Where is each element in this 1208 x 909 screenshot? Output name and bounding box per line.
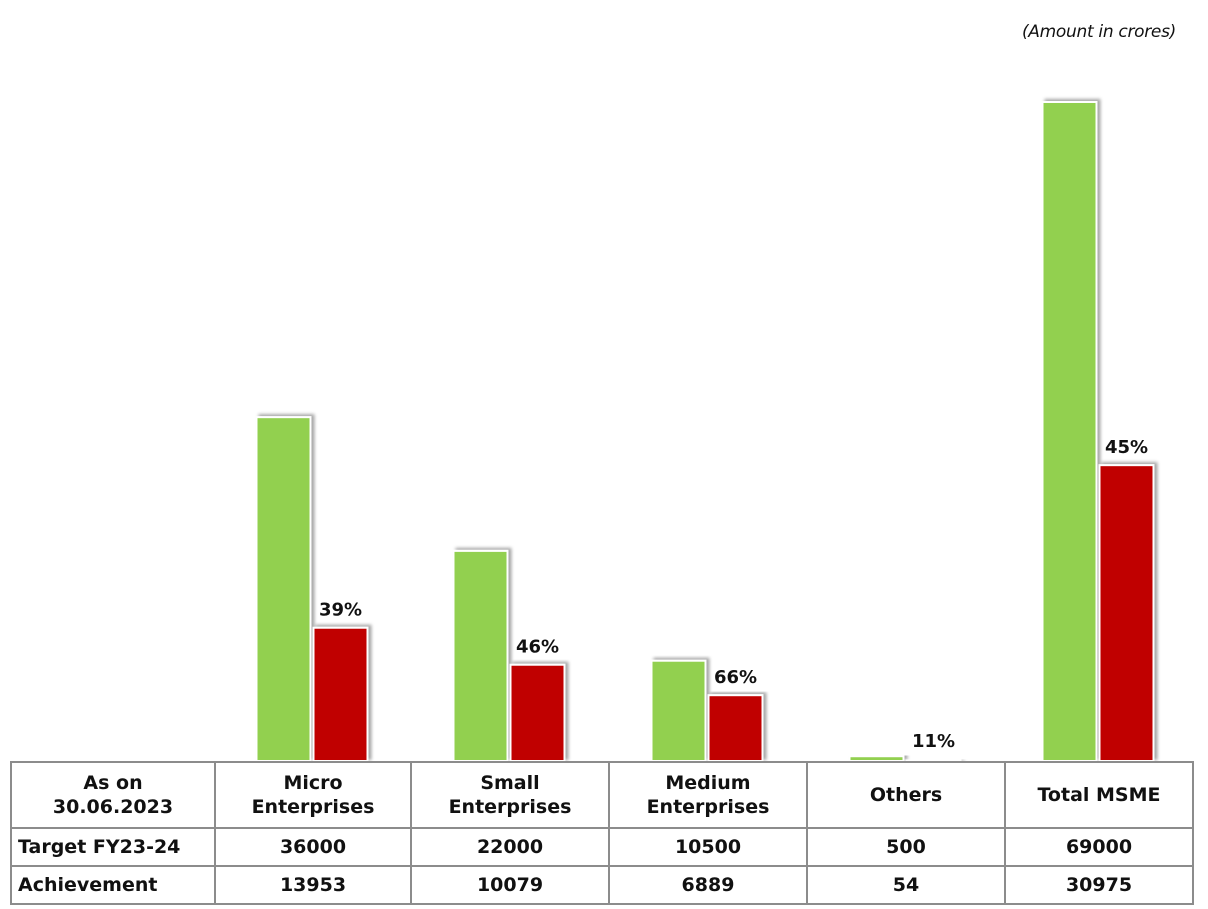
pct-label-others: 11%	[912, 731, 955, 752]
table-cell: 36000	[214, 827, 412, 867]
pct-labels-layer: 39% 46% 66% 11% 45%	[319, 437, 1148, 752]
table-row: Target FY23-24 36000 22000 10500 500 690…	[10, 827, 1194, 867]
table-cell: 69000	[1004, 827, 1194, 867]
table-cell: 10079	[410, 865, 610, 905]
bar-target-fy23-24-total-msme	[1041, 101, 1098, 762]
table-row: Achievement 13953 10079 6889 54 30975	[10, 865, 1194, 905]
bar-achievement-micro-enterprises	[312, 626, 369, 763]
pct-label-medium-enterprises: 66%	[714, 667, 757, 688]
table-cell: 13953	[214, 865, 412, 905]
pct-label-micro-enterprises: 39%	[319, 600, 362, 621]
bar-target-fy23-24-small-enterprises	[452, 549, 509, 762]
table-corner-cell: As on 30.06.2023	[10, 761, 216, 829]
column-header-micro: Micro Enterprises	[214, 761, 412, 829]
row-label-achievement: Achievement	[10, 865, 216, 905]
column-header-others: Others	[806, 761, 1006, 829]
table-cell: 54	[806, 865, 1006, 905]
column-header-total: Total MSME	[1004, 761, 1194, 829]
bar-achievement-small-enterprises	[509, 663, 566, 762]
table-cell: 22000	[410, 827, 610, 867]
bar-target-fy23-24-others	[848, 755, 905, 762]
bar-chart: 39% 46% 66% 11% 45%	[255, 101, 1155, 763]
bar-achievement-medium-enterprises	[707, 694, 764, 763]
column-header-small: Small Enterprises	[410, 761, 610, 829]
column-header-medium: Medium Enterprises	[608, 761, 808, 829]
as-on-date: 30.06.2023	[52, 796, 174, 818]
pct-label-small-enterprises: 46%	[516, 637, 559, 658]
unit-note: (Amount in crores)	[1021, 22, 1176, 42]
table-cell: 500	[806, 827, 1006, 867]
as-on-label: As on	[83, 772, 143, 794]
table-cell: 30975	[1004, 865, 1194, 905]
row-label-target: Target FY23-24	[10, 827, 216, 867]
bar-achievement-total-msme	[1098, 464, 1155, 762]
table-header-row: As on 30.06.2023 Micro Enterprises Small E…	[10, 761, 1194, 829]
data-table: As on 30.06.2023 Micro Enterprises Small E…	[10, 761, 1194, 905]
bar-achievement-others	[905, 759, 962, 762]
bars-layer	[255, 101, 1155, 763]
table-cell: 10500	[608, 827, 808, 867]
pct-label-total-msme: 45%	[1105, 437, 1148, 458]
table-cell: 6889	[608, 865, 808, 905]
bar-target-fy23-24-micro-enterprises	[255, 416, 312, 762]
bar-target-fy23-24-medium-enterprises	[650, 659, 707, 763]
